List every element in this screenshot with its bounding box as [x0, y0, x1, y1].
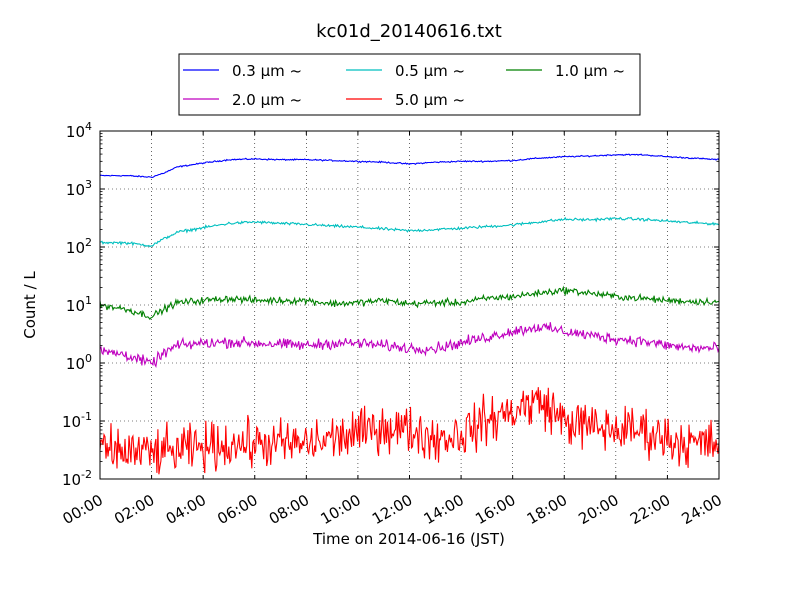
y-axis-label: Count / L: [21, 271, 39, 339]
y-tick-label: 104: [66, 120, 92, 141]
legend-label: 0.3 μm ~: [232, 62, 302, 80]
x-tick-label: 12:00: [369, 491, 415, 528]
x-tick-label: 18:00: [524, 491, 570, 528]
y-tick-label: 10-1: [62, 410, 92, 431]
x-axis-label: Time on 2014-06-16 (JST): [312, 530, 505, 548]
x-tick-label: 04:00: [163, 491, 209, 528]
x-tick-label: 24:00: [679, 491, 725, 528]
series-line: [99, 153, 720, 178]
x-tick-label: 06:00: [214, 491, 260, 528]
y-tick-labels: 10-2 10-1 100 101 102 103 104: [62, 120, 92, 489]
legend: 0.3 μm ~ 0.5 μm ~ 1.0 μm ~ 2.0 μm ~ 5.0 μm ~: [178, 53, 641, 116]
y-tick-label: 102: [66, 236, 92, 257]
series-line: [99, 387, 720, 475]
legend-label: 1.0 μm ~: [555, 62, 625, 80]
x-tick-label: 20:00: [575, 491, 621, 528]
y-tick-label: 103: [66, 178, 92, 199]
x-tick-label: 00:00: [60, 491, 106, 528]
x-tick-label: 22:00: [627, 491, 673, 528]
ticks: [99, 130, 720, 480]
y-tick-label: 10-2: [62, 468, 92, 489]
legend-label: 2.0 μm ~: [232, 91, 302, 109]
legend-label: 5.0 μm ~: [395, 91, 465, 109]
y-tick-label: 100: [66, 352, 92, 373]
chart-title: kc01d_20140616.txt: [316, 21, 502, 42]
x-tick-label: 16:00: [472, 491, 518, 528]
x-tick-label: 10:00: [317, 491, 363, 528]
x-tick-label: 14:00: [421, 491, 467, 528]
series-line: [99, 285, 720, 321]
y-tick-label: 101: [66, 294, 92, 315]
x-tick-label: 08:00: [266, 491, 312, 528]
x-tick-label: 02:00: [111, 491, 157, 528]
series-line: [99, 322, 720, 369]
x-tick-labels: 00:00 02:00 04:00 06:00 08:00 10:00 12:00 14:00…: [60, 491, 725, 528]
series-group: [99, 153, 720, 475]
series-line: [99, 216, 720, 248]
legend-frame: [178, 53, 641, 116]
legend-label: 0.5 μm ~: [395, 62, 465, 80]
